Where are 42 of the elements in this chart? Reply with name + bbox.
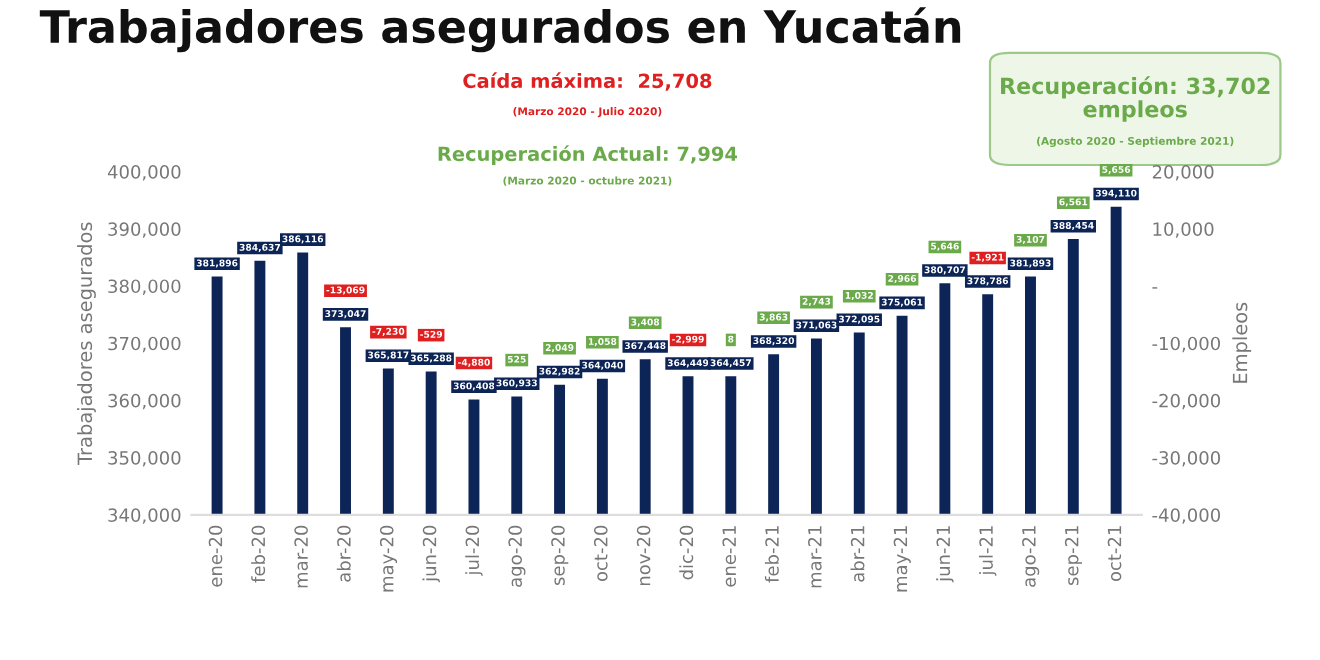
x-tick-label: feb-20 [251, 525, 266, 583]
y-tick-label: 400,000 [107, 165, 181, 181]
x-tick-label: nov-20 [636, 525, 651, 586]
x-tick-label: mar-20 [294, 525, 308, 588]
y-tick-label: 380,000 [108, 279, 181, 295]
x-tick-label: feb-21 [764, 526, 779, 583]
y-axis-title: Trabajadores asegurados [77, 222, 96, 466]
y-tick-label: 390,000 [108, 222, 181, 238]
y-tick-label: 350,000 [108, 451, 181, 467]
x-tick-label: dic-20 [679, 525, 694, 580]
y-tick-label: 370,000 [108, 336, 181, 353]
x-tick-label: abr-20 [336, 525, 351, 582]
y2-tick-label: - [1152, 287, 1158, 289]
x-tick-label: oct-21 [1107, 526, 1122, 582]
y2-tick-label: 10,000 [1153, 222, 1214, 238]
x-tick-label: sep-21 [1064, 526, 1083, 586]
y2-tick-label: -30,000 [1152, 451, 1221, 467]
y2-axis-title: Empleos [1232, 302, 1252, 383]
x-tick-label: may-21 [893, 526, 911, 592]
x-tick-label: may-20 [379, 525, 398, 592]
text: Caída máxima: 25,708 [463, 72, 712, 91]
x-tick-label: ene-20 [208, 525, 223, 587]
x-tick-label: jun-21 [936, 526, 954, 583]
x-tick-label: mar-21 [808, 526, 822, 588]
text: Recuperación Actual: 7,994 [438, 145, 738, 165]
x-tick-label: ago-21 [1022, 526, 1040, 587]
y2-tick-label: -20,000 [1152, 393, 1221, 410]
y-tick-label: 340,000 [108, 508, 181, 524]
y2-tick-label: -10,000 [1152, 336, 1221, 353]
x-tick-label: jul-20 [465, 525, 483, 576]
x-tick-label: jul-21 [978, 526, 997, 576]
y2-tick-label: -40,000 [1152, 508, 1221, 524]
x-tick-label: ago-20 [508, 525, 526, 587]
x-tick-label: jun-20 [422, 525, 440, 583]
x-tick-label: ene-21 [722, 526, 737, 587]
text: Recuperación: 33,702 empleos [1001, 76, 1270, 122]
x-tick-label: abr-21 [850, 526, 865, 582]
chart-title: Trabajadores asegurados en Yucatán [39, 7, 961, 53]
x-tick-label: sep-20 [551, 525, 569, 586]
x-tick-label: oct-20 [593, 525, 608, 582]
y-tick-label: 360,000 [108, 393, 181, 410]
y2-tick-label: 20,000 [1152, 165, 1214, 181]
